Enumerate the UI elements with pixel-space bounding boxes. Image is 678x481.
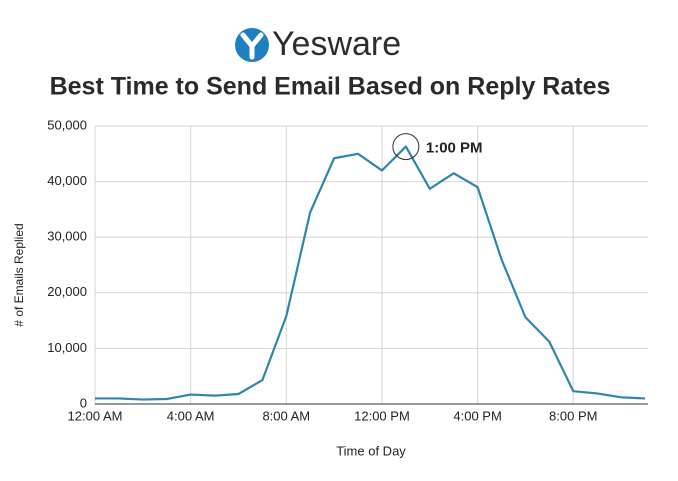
y-tick-label: 30,000 — [47, 229, 87, 244]
y-tick-label: 20,000 — [47, 284, 87, 299]
x-tick-label: 8:00 AM — [262, 408, 310, 423]
logo: Yesware — [235, 25, 401, 63]
y-tick-label: 10,000 — [47, 340, 87, 355]
y-axis-label: # of Emails Replied — [12, 223, 26, 326]
y-tick-label: 40,000 — [47, 173, 87, 188]
x-tick-label: 12:00 AM — [68, 408, 123, 423]
chart-title: Best Time to Send Email Based on Reply R… — [50, 73, 611, 101]
x-tick-label: 8:00 PM — [549, 408, 597, 423]
x-tick-label: 4:00 PM — [453, 408, 501, 423]
x-tick-label: 4:00 AM — [167, 408, 215, 423]
annotation-label: 1:00 PM — [426, 140, 483, 157]
brand: Yesware — [272, 25, 401, 63]
annotation-circle — [392, 133, 420, 161]
y-tick-label: 0 — [80, 395, 87, 410]
x-axis-label: Time of Day — [336, 443, 406, 458]
y-tick-label: 50,000 — [47, 117, 87, 132]
logo-mark — [240, 32, 264, 60]
line-series — [95, 145, 646, 401]
x-tick-label: 12:00 PM — [354, 408, 410, 423]
